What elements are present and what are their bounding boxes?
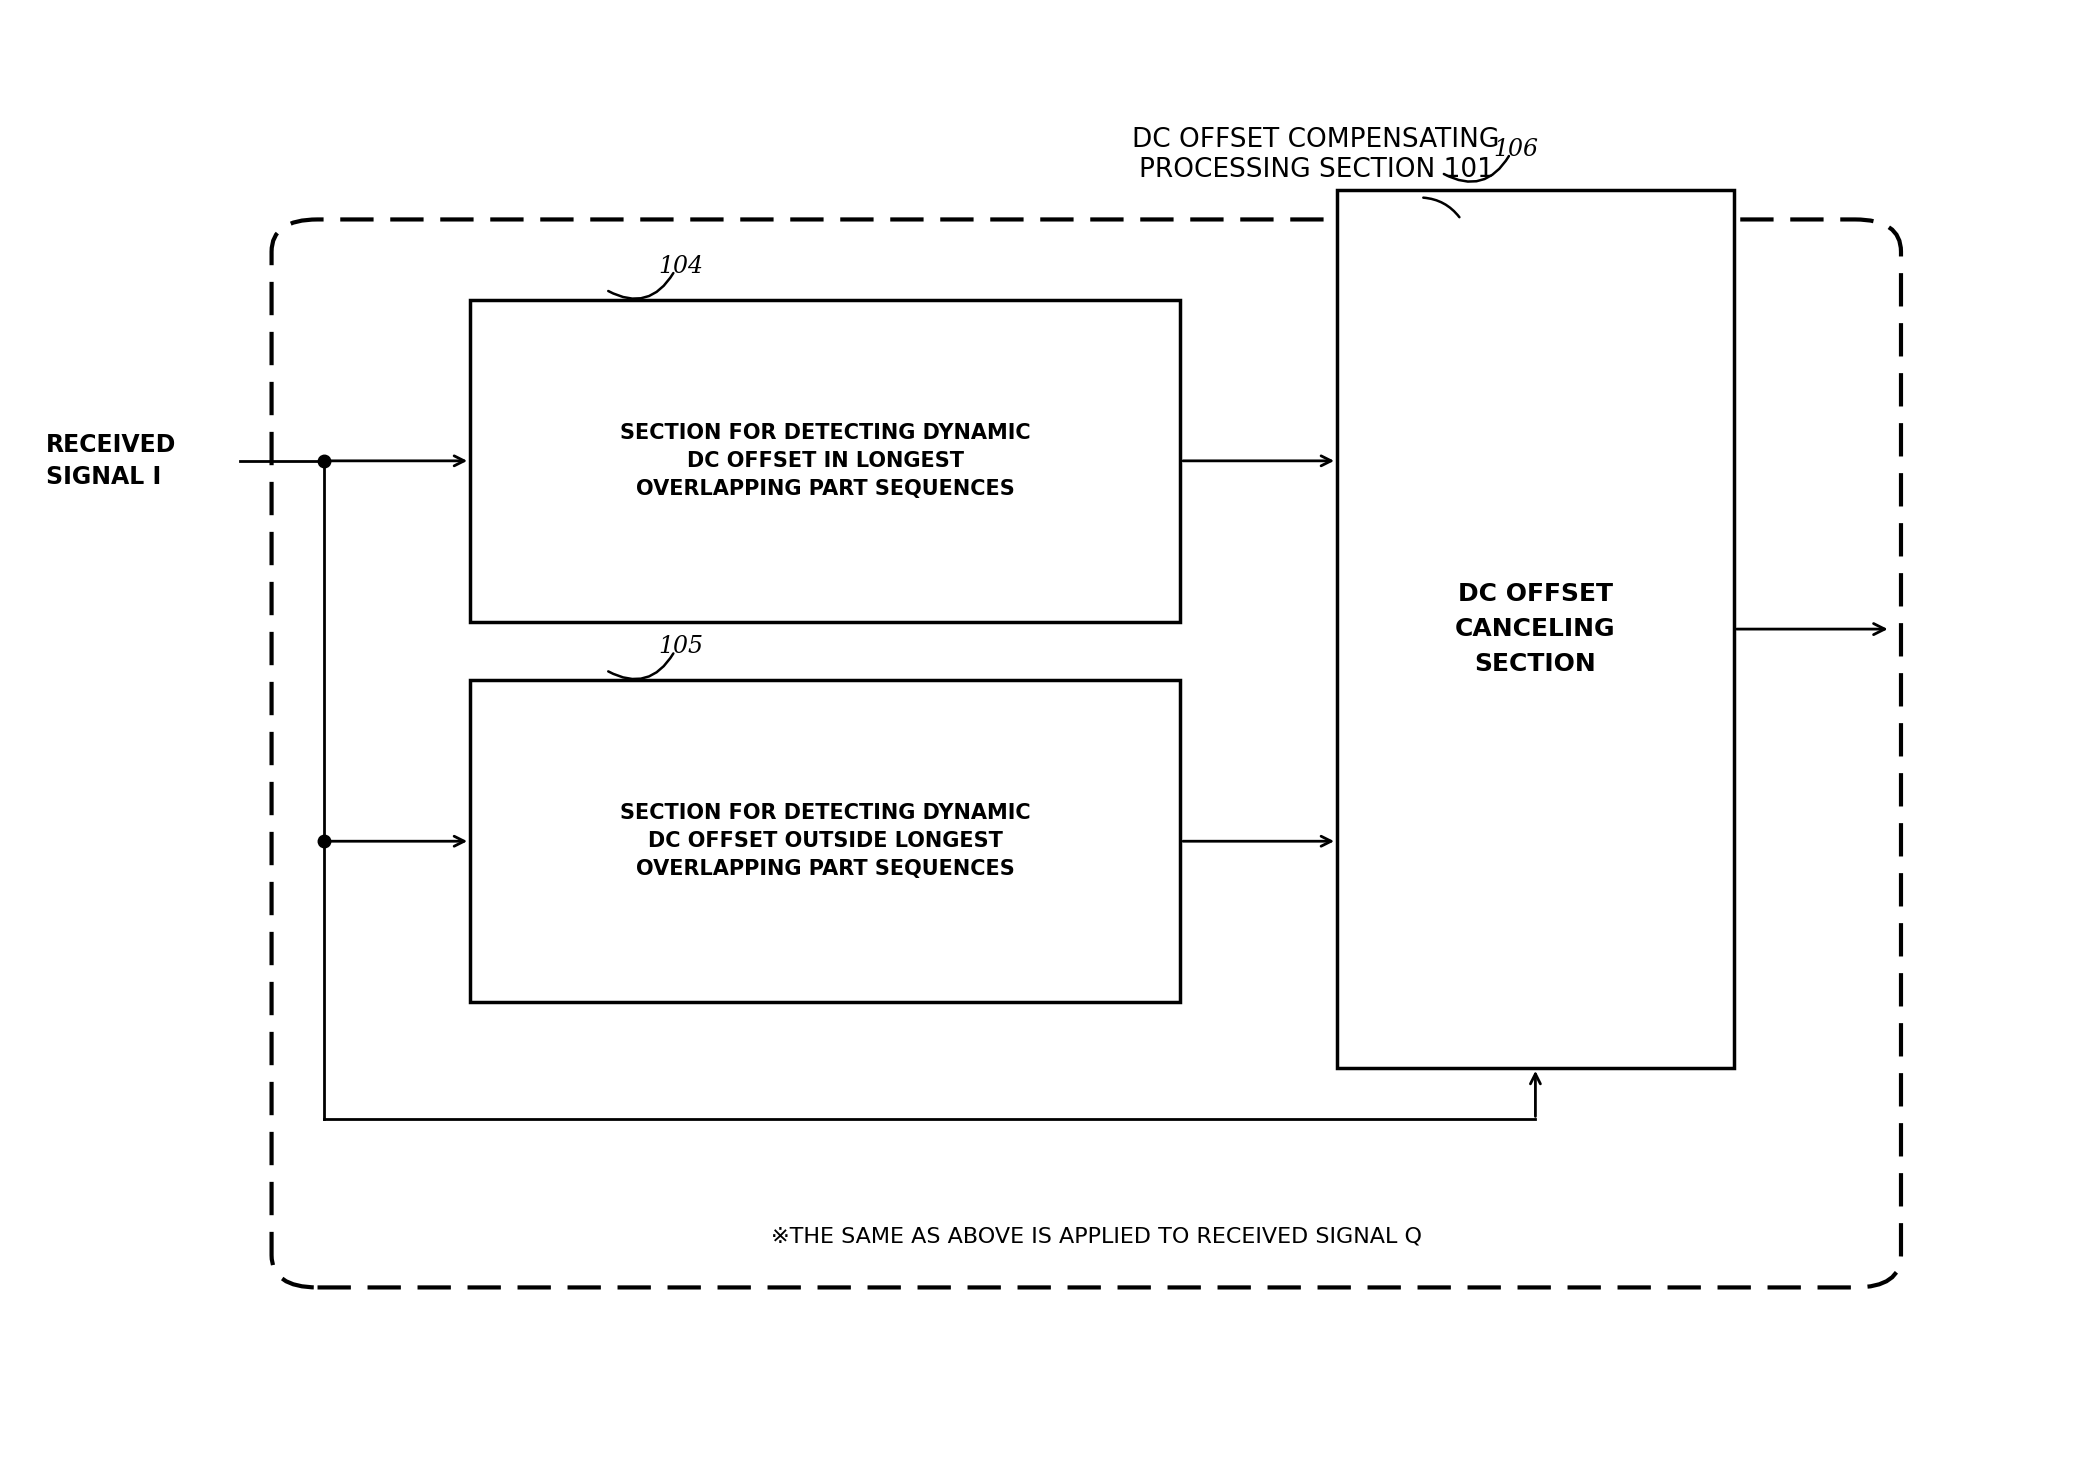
Bar — [1337, 190, 1734, 1068]
Text: 105: 105 — [658, 635, 704, 658]
Text: DC OFFSET COMPENSATING
PROCESSING SECTION 101: DC OFFSET COMPENSATING PROCESSING SECTIO… — [1132, 127, 1500, 183]
Bar — [470, 300, 1180, 622]
Text: SECTION FOR DETECTING DYNAMIC
DC OFFSET IN LONGEST
OVERLAPPING PART SEQUENCES: SECTION FOR DETECTING DYNAMIC DC OFFSET … — [620, 423, 1030, 499]
Text: ※THE SAME AS ABOVE IS APPLIED TO RECEIVED SIGNAL Q: ※THE SAME AS ABOVE IS APPLIED TO RECEIVE… — [771, 1226, 1423, 1246]
FancyBboxPatch shape — [272, 219, 1901, 1287]
Text: 104: 104 — [658, 255, 704, 278]
Bar — [470, 680, 1180, 1002]
Text: DC OFFSET
CANCELING
SECTION: DC OFFSET CANCELING SECTION — [1456, 582, 1615, 676]
Text: 106: 106 — [1494, 138, 1540, 161]
Text: RECEIVED
SIGNAL I: RECEIVED SIGNAL I — [46, 433, 175, 489]
Text: SECTION FOR DETECTING DYNAMIC
DC OFFSET OUTSIDE LONGEST
OVERLAPPING PART SEQUENC: SECTION FOR DETECTING DYNAMIC DC OFFSET … — [620, 803, 1030, 879]
